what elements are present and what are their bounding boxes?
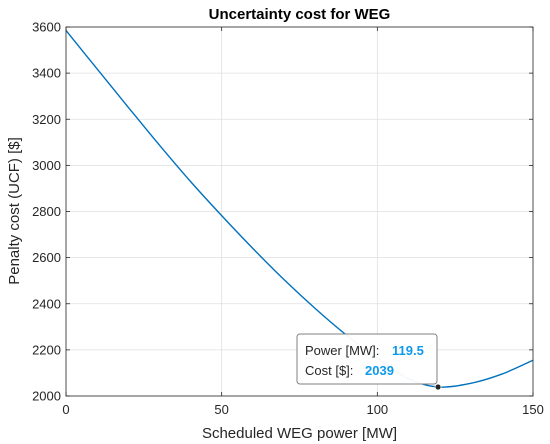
datatip-x-value: 119.5 xyxy=(392,343,424,358)
datatip-box[interactable] xyxy=(296,333,438,385)
datatip-y-value: 2039 xyxy=(365,363,394,378)
datatip-marker[interactable] xyxy=(434,383,442,391)
y-tick-label: 2600 xyxy=(32,250,61,265)
chart-title: Uncertainty cost for WEG xyxy=(209,6,391,23)
datatip-y-label: Cost [$]: xyxy=(305,363,353,378)
y-tick-label: 3400 xyxy=(32,66,61,81)
y-tick-label: 2400 xyxy=(32,296,61,311)
y-axis-label: Penalty cost (UCF) [$] xyxy=(6,137,23,285)
y-tick-label: 2200 xyxy=(32,342,61,357)
datatip-x-label: Power [MW]: xyxy=(305,343,379,358)
x-tick-label: 0 xyxy=(62,402,69,417)
series-line-penalty-cost xyxy=(65,30,534,388)
grid xyxy=(65,26,534,397)
datatip[interactable]: Power [MW]: 119.5 Cost [$]: 2039 xyxy=(296,333,442,391)
ticks xyxy=(65,26,534,397)
y-tick-label: 3600 xyxy=(32,20,61,35)
y-tick-label: 3200 xyxy=(32,112,61,127)
tick-labels: 0 50 100 150 2000 2200 2400 2600 2800 3000 3200 340… xyxy=(32,20,544,418)
x-tick-label: 150 xyxy=(522,402,544,417)
x-tick-label: 50 xyxy=(214,402,228,417)
y-tick-label: 2800 xyxy=(32,204,61,219)
x-tick-label: 100 xyxy=(366,402,388,417)
y-tick-label: 2000 xyxy=(32,389,61,404)
y-tick-label: 3000 xyxy=(32,158,61,173)
x-axis-label: Scheduled WEG power [MW] xyxy=(202,425,397,442)
